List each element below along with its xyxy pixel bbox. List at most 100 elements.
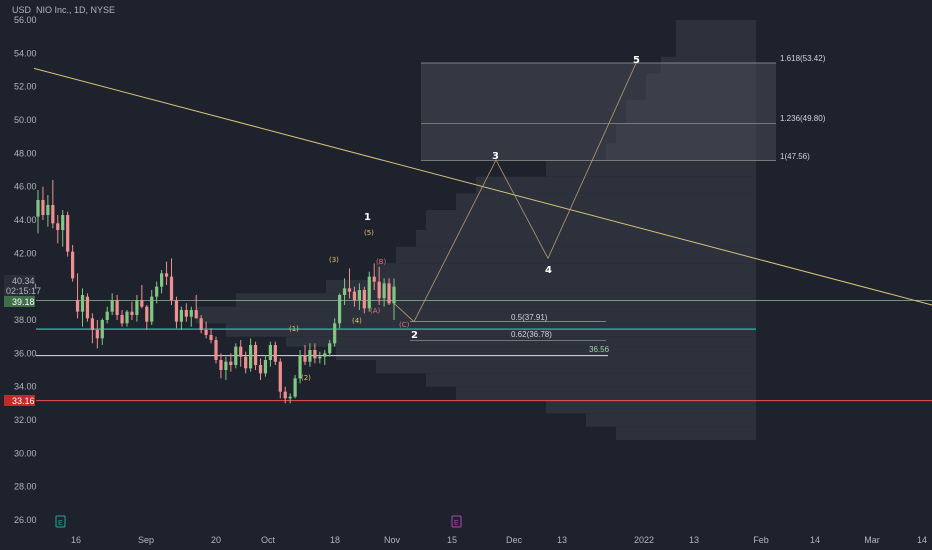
x-axis: 16 Sep 20 Oct 18 Nov 15 Dec 13 2022 13 Feb 14 Mar 14 bbox=[71, 535, 927, 545]
y-tick-label: 30.00 bbox=[14, 448, 37, 458]
candle-body bbox=[145, 306, 149, 322]
x-tick-label: Oct bbox=[261, 535, 276, 545]
x-tick-label: 2022 bbox=[634, 535, 654, 545]
horizontal-levels bbox=[36, 62, 932, 402]
profile-bar bbox=[456, 386, 756, 400]
level-badge-green-value: 39.18 bbox=[12, 297, 35, 307]
candle-body bbox=[135, 300, 139, 315]
wave-1-label: 1 bbox=[364, 212, 371, 223]
candle-body bbox=[46, 205, 50, 215]
x-tick-label: 15 bbox=[447, 535, 457, 545]
candle-body bbox=[150, 296, 154, 322]
candle-body bbox=[75, 300, 80, 312]
wave-a-label: (A) bbox=[370, 307, 381, 315]
fib-062-label: 0.62(36.78) bbox=[511, 330, 552, 339]
wave-5-label: 5 bbox=[633, 55, 640, 66]
level-badge-red-value: 33.16 bbox=[12, 396, 35, 406]
wave-3-label: 3 bbox=[492, 151, 499, 162]
profile-bar bbox=[376, 263, 756, 280]
candle-body bbox=[85, 296, 90, 319]
candle-body bbox=[164, 273, 169, 277]
wave-c-label: (C) bbox=[399, 321, 410, 329]
candle-body bbox=[174, 300, 179, 322]
event-marker-2[interactable]: E bbox=[451, 515, 462, 528]
x-tick-label: Nov bbox=[384, 535, 401, 545]
candle-body bbox=[268, 345, 272, 360]
candle-body bbox=[125, 311, 129, 324]
candle-body bbox=[219, 360, 223, 370]
profile-bar bbox=[586, 413, 756, 427]
price-badge: 40.34 02:15:17 bbox=[4, 275, 41, 297]
x-tick-label: Dec bbox=[506, 535, 523, 545]
x-tick-label: Sep bbox=[138, 535, 154, 545]
candle-body bbox=[293, 378, 297, 397]
candle-body bbox=[41, 200, 45, 215]
candle-body bbox=[273, 345, 277, 362]
y-tick-label: 48.00 bbox=[14, 148, 37, 158]
x-tick-label: Mar bbox=[864, 535, 880, 545]
y-axis: 56.00 54.00 52.00 50.00 48.00 46.00 44.00 42.00… bbox=[14, 15, 37, 525]
candle-body bbox=[328, 343, 332, 354]
fib-05-label: 0.5(37.91) bbox=[511, 313, 548, 322]
profile-bar bbox=[336, 346, 756, 360]
candle-body bbox=[204, 330, 208, 335]
candle-body bbox=[80, 295, 85, 312]
profile-bar bbox=[426, 210, 756, 230]
x-tick-label: 13 bbox=[557, 535, 567, 545]
subwave-4-label: (4) bbox=[352, 317, 362, 325]
candle-body bbox=[169, 276, 174, 300]
candle-body bbox=[239, 346, 243, 357]
currency-label: USD bbox=[12, 5, 32, 15]
candle-body bbox=[253, 345, 258, 365]
candle-body bbox=[323, 353, 327, 357]
x-tick-label: 14 bbox=[917, 535, 927, 545]
level-badge-red: 33.16 bbox=[4, 395, 35, 406]
y-tick-label: 38.00 bbox=[14, 315, 37, 325]
wave-2-label: 2 bbox=[411, 330, 418, 341]
candle-body bbox=[71, 251, 75, 279]
profile-bar bbox=[676, 20, 756, 57]
wave-b-label: (B) bbox=[376, 258, 387, 266]
candle-body bbox=[130, 311, 134, 315]
profile-bar bbox=[616, 426, 756, 440]
candle-body bbox=[377, 281, 381, 299]
x-tick-label: 18 bbox=[330, 535, 340, 545]
subwave-3-label: (3) bbox=[329, 256, 339, 264]
candle-body bbox=[347, 288, 352, 292]
candle-body bbox=[184, 310, 188, 317]
x-tick-label: 14 bbox=[810, 535, 820, 545]
candle-body bbox=[258, 365, 263, 374]
candle-body bbox=[105, 311, 109, 320]
candle-body bbox=[278, 361, 282, 392]
candle-body bbox=[303, 355, 307, 362]
candle-body bbox=[209, 335, 213, 340]
countdown-value: 02:15:17 bbox=[6, 286, 41, 296]
profile-bar bbox=[416, 230, 756, 247]
event-marker-1[interactable]: E bbox=[55, 515, 66, 528]
y-tick-label: 56.00 bbox=[14, 15, 37, 25]
x-tick-label: Feb bbox=[753, 535, 769, 545]
candle-body bbox=[100, 320, 104, 339]
candlesticks bbox=[36, 180, 396, 404]
y-tick-label: 42.00 bbox=[14, 248, 37, 258]
subwave-5-label: (5) bbox=[364, 229, 374, 237]
profile-bar bbox=[196, 306, 756, 324]
profile-bar bbox=[396, 246, 756, 264]
profile-bar bbox=[286, 336, 756, 347]
candle-body bbox=[263, 360, 268, 374]
candle-body bbox=[140, 300, 144, 307]
candle-body bbox=[318, 356, 322, 359]
candle-body bbox=[120, 315, 124, 324]
candle-body bbox=[61, 215, 65, 230]
candle-body bbox=[36, 200, 40, 217]
y-tick-label: 28.00 bbox=[14, 482, 37, 492]
candle-body bbox=[372, 276, 376, 282]
candle-body bbox=[51, 205, 55, 224]
profile-bar bbox=[426, 373, 756, 387]
candle-body bbox=[313, 350, 317, 359]
candle-body bbox=[66, 215, 70, 252]
y-tick-label: 26.00 bbox=[14, 515, 37, 525]
candle-body bbox=[155, 286, 159, 297]
fib-1-label: 1(47.56) bbox=[780, 152, 810, 161]
